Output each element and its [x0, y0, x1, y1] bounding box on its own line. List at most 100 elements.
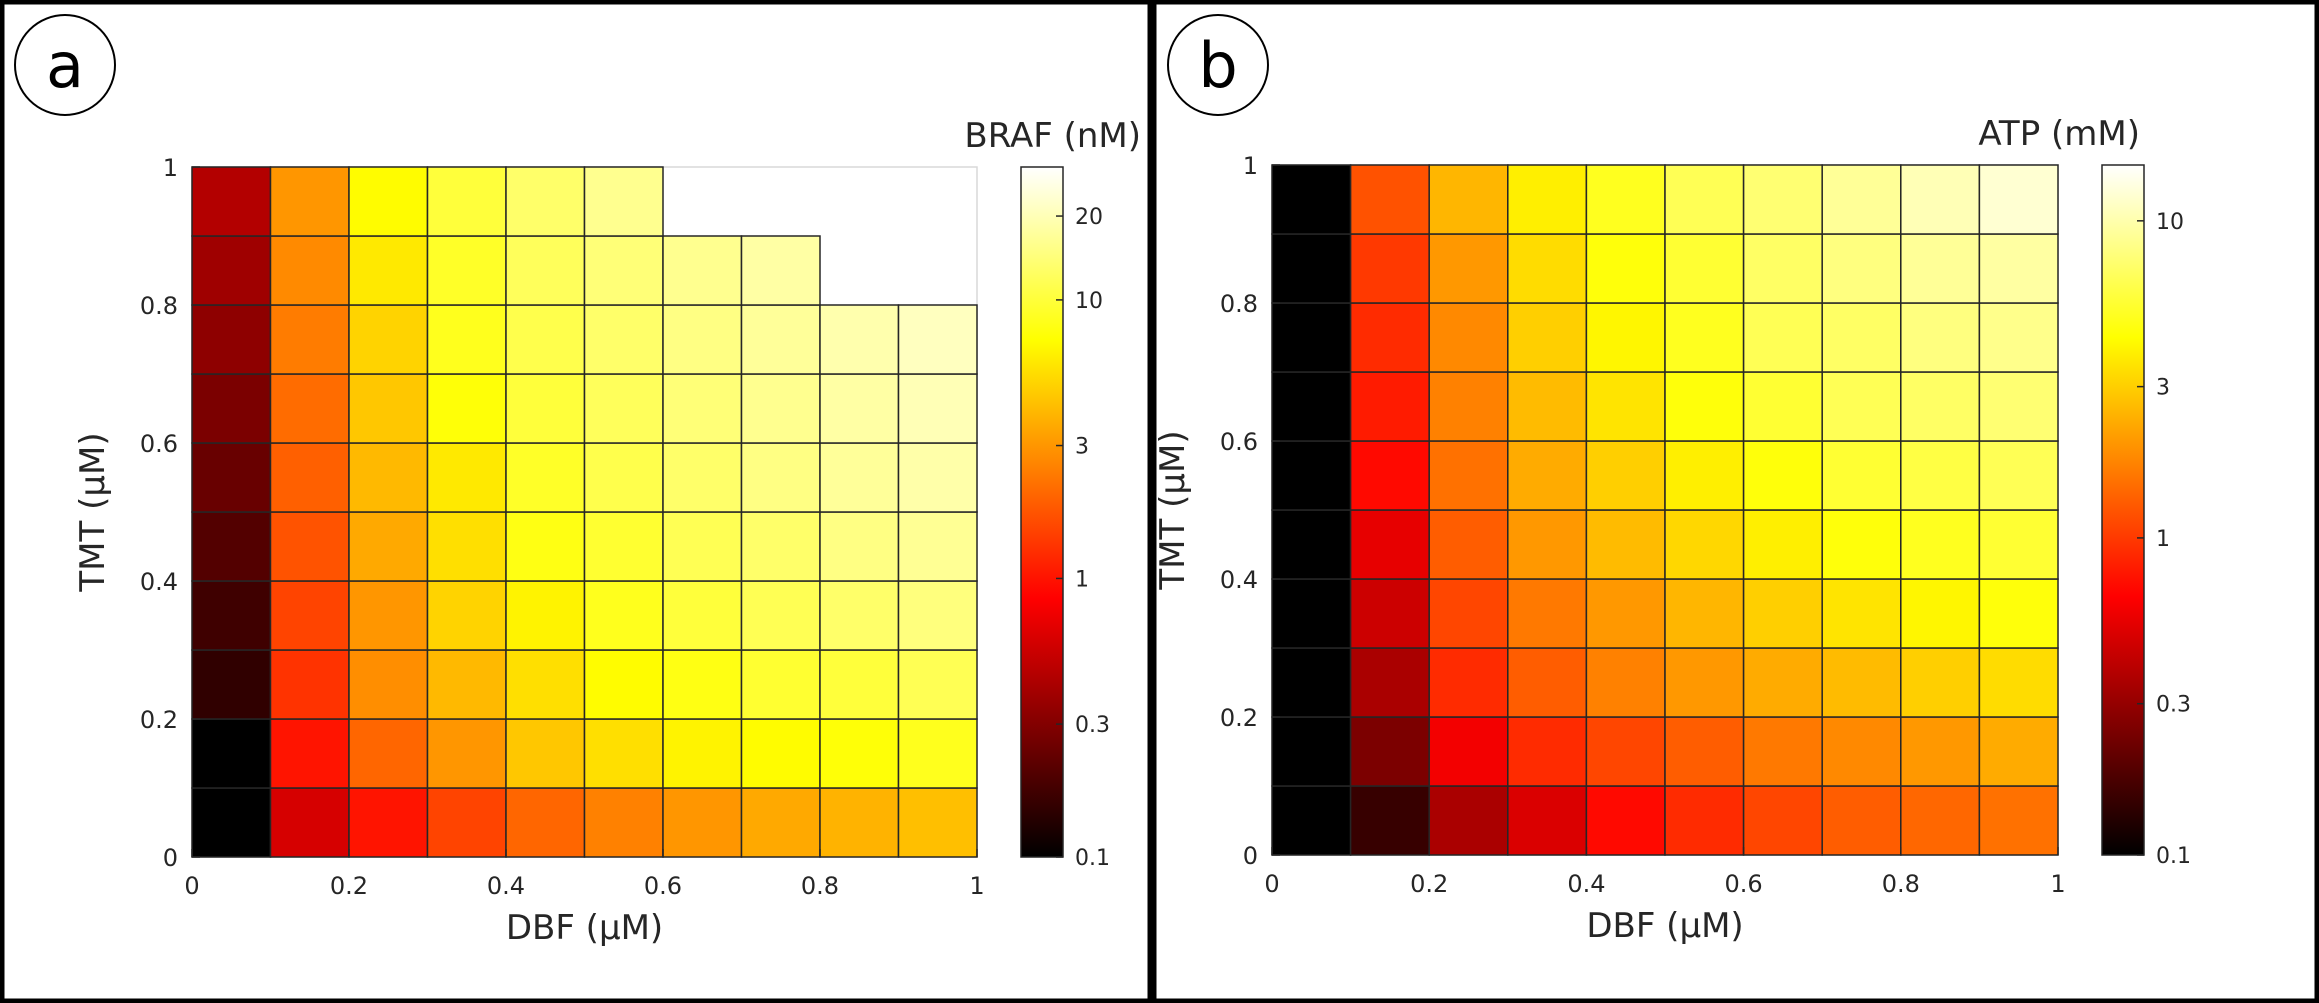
- heatmap-cell: [348, 235, 429, 306]
- heatmap-cell: [583, 235, 664, 306]
- heatmap-cell: [662, 235, 743, 306]
- heatmap-cell: [1664, 578, 1745, 649]
- heatmap-cell: [1271, 302, 1352, 373]
- colorbar-tick-label: 1: [1075, 567, 1089, 592]
- heatmap-cell: [1585, 785, 1666, 856]
- heatmap-cells: [1271, 164, 2059, 856]
- heatmap-cell: [1349, 716, 1430, 787]
- heatmap-cell: [897, 373, 978, 444]
- heatmap-cell: [1978, 440, 2059, 511]
- heatmap-cell: [1271, 509, 1352, 580]
- colorbar-tick-label: 3: [1075, 435, 1089, 460]
- heatmap-cell: [1900, 371, 1981, 442]
- heatmap-cell: [505, 787, 586, 858]
- heatmap-cell: [583, 718, 664, 789]
- heatmap-cell: [426, 511, 507, 582]
- heatmap-cell: [269, 442, 350, 513]
- heatmap-cell: [1978, 371, 2059, 442]
- heatmap-cell: [1900, 302, 1981, 373]
- heatmap-cell: [505, 166, 586, 237]
- heatmap-cell: [819, 442, 900, 513]
- heatmap-cell: [1271, 371, 1352, 442]
- heatmap-cell: [1900, 509, 1981, 580]
- y-tick-label: 0.4: [1220, 566, 1258, 594]
- heatmap-cell: [1507, 302, 1588, 373]
- heatmap-cell: [426, 649, 507, 720]
- panel-letter-circle: [1167, 14, 1269, 116]
- heatmap-cell: [348, 373, 429, 444]
- colorbar-tick-label: 20: [1075, 205, 1103, 230]
- heatmap-cell: [1664, 233, 1745, 304]
- heatmap-cell: [1428, 233, 1509, 304]
- heatmap-cell: [505, 511, 586, 582]
- heatmap-cell: [1585, 371, 1666, 442]
- heatmap-cell: [1742, 509, 1823, 580]
- heatmap-cell: [1821, 647, 1902, 718]
- heatmap-cell: [583, 442, 664, 513]
- heatmap-cell: [1271, 716, 1352, 787]
- heatmap-cell: [583, 580, 664, 651]
- heatmap-cell: [1507, 440, 1588, 511]
- x-tick-label: 1: [969, 872, 984, 900]
- heatmap-cell: [426, 442, 507, 513]
- heatmap-cell: [583, 649, 664, 720]
- heatmap-cell: [1742, 302, 1823, 373]
- heatmap-cell: [897, 304, 978, 375]
- heatmap-cell: [505, 718, 586, 789]
- heatmap-cell: [1507, 233, 1588, 304]
- heatmap-cell: [1978, 578, 2059, 649]
- panel-frame: [1151, 0, 2319, 1003]
- x-tick-label: 0.4: [487, 872, 525, 900]
- heatmap-cell: [1821, 302, 1902, 373]
- heatmap-cell: [191, 718, 272, 789]
- heatmap-cell: [348, 718, 429, 789]
- x-tick-label: 0.8: [801, 872, 839, 900]
- heatmap-cell: [1900, 716, 1981, 787]
- x-tick-label: 0.6: [1725, 870, 1763, 898]
- heatmap-cell: [191, 580, 272, 651]
- heatmap-cell: [1742, 371, 1823, 442]
- heatmap-cell: [348, 787, 429, 858]
- x-tick-label: 0.6: [644, 872, 682, 900]
- heatmap-cell: [1585, 302, 1666, 373]
- colorbar-tick-label: 0.3: [1075, 713, 1110, 738]
- y-tick-label: 1: [1243, 152, 1258, 180]
- heatmap-cell: [426, 787, 507, 858]
- heatmap-cell: [583, 373, 664, 444]
- heatmap-cell: [1507, 716, 1588, 787]
- heatmap-cell: [348, 304, 429, 375]
- heatmap-cell: [740, 235, 821, 306]
- heatmap-cell: [269, 166, 350, 237]
- heatmap-cell: [1978, 302, 2059, 373]
- heatmap-cell: [191, 373, 272, 444]
- heatmap-cell: [819, 373, 900, 444]
- y-tick-label: 0.6: [1220, 428, 1258, 456]
- heatmap-cell: [1742, 647, 1823, 718]
- x-tick-label: 0.2: [330, 872, 368, 900]
- heatmap-cell: [662, 304, 743, 375]
- heatmap-cell: [1507, 578, 1588, 649]
- heatmap-cell: [269, 235, 350, 306]
- heatmap-cell: [1507, 785, 1588, 856]
- y-tick-label: 0.2: [140, 706, 178, 734]
- heatmap-cell: [1664, 509, 1745, 580]
- colorbar-tick-label: 0.3: [2156, 693, 2191, 718]
- heatmap-cell: [662, 787, 743, 858]
- heatmap-cell: [1585, 164, 1666, 235]
- panel-letter: a: [46, 29, 84, 102]
- heatmap-cell: [426, 166, 507, 237]
- heatmap-cell: [897, 718, 978, 789]
- heatmap-cell: [1428, 302, 1509, 373]
- heatmap-cell: [1742, 233, 1823, 304]
- heatmap-cell: [348, 166, 429, 237]
- heatmap-cell: [1428, 440, 1509, 511]
- x-tick-label: 0: [184, 872, 199, 900]
- heatmap-cell: [1428, 371, 1509, 442]
- heatmap-cell: [191, 649, 272, 720]
- heatmap-cell: [819, 580, 900, 651]
- heatmap-cell: [269, 373, 350, 444]
- x-axis-label: DBF (μM): [1586, 906, 1743, 946]
- colorbar: [1020, 166, 1064, 858]
